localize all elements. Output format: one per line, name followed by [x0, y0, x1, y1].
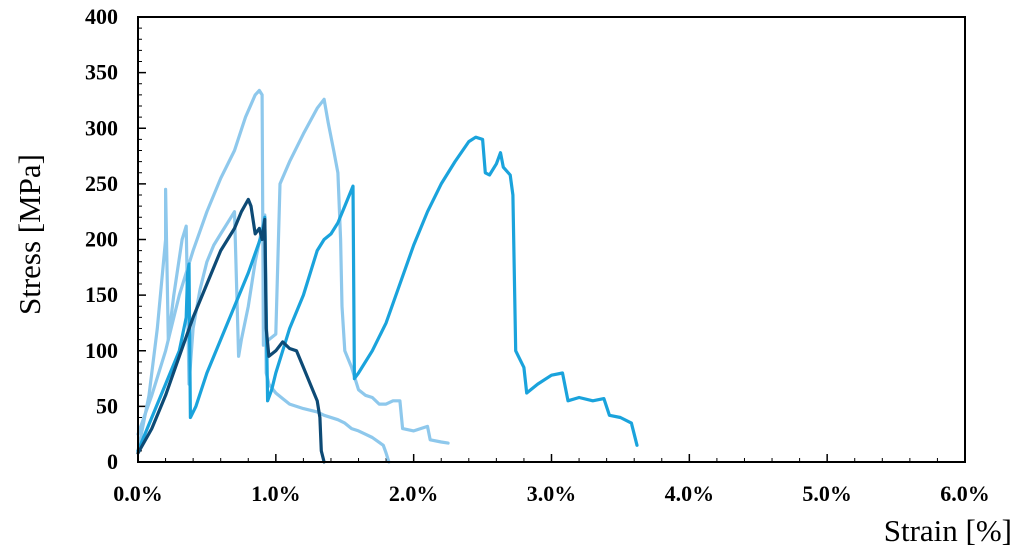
x-tick-label: 5.0%: [802, 481, 852, 506]
x-tick-label: 0.0%: [113, 481, 163, 506]
series-line-4: [136, 197, 326, 464]
x-tick-label: 6.0%: [940, 481, 990, 506]
y-tick-label: 350: [85, 60, 118, 85]
y-tick-label: 0: [107, 449, 118, 474]
x-tick-label: 2.0%: [389, 481, 439, 506]
plot-frame: [137, 16, 966, 463]
y-tick-label: 400: [85, 4, 118, 29]
x-tick-label: 4.0%: [665, 481, 715, 506]
y-tick-label: 50: [96, 393, 118, 418]
x-tick-label: 1.0%: [251, 481, 301, 506]
series-layer: [136, 88, 639, 464]
x-axis-ticks: 0.0% 1.0% 2.0% 3.0% 4.0% 5.0% 6.0%: [113, 454, 990, 506]
y-tick-label: 300: [85, 115, 118, 140]
y-tick-label: 200: [85, 227, 118, 252]
x-axis-title: Strain [%]: [884, 513, 1012, 548]
x-tick-label: 3.0%: [527, 481, 577, 506]
y-tick-label: 150: [85, 282, 118, 307]
y-tick-label: 250: [85, 171, 118, 196]
y-axis-title: Stress [MPa]: [12, 154, 47, 315]
series-line-2: [136, 88, 450, 445]
series-line-3: [136, 135, 639, 453]
y-tick-label: 100: [85, 338, 118, 363]
y-axis-ticks: 0 50 100 150 200 250 300 350 400: [85, 4, 146, 474]
series-line-1: [136, 187, 391, 464]
